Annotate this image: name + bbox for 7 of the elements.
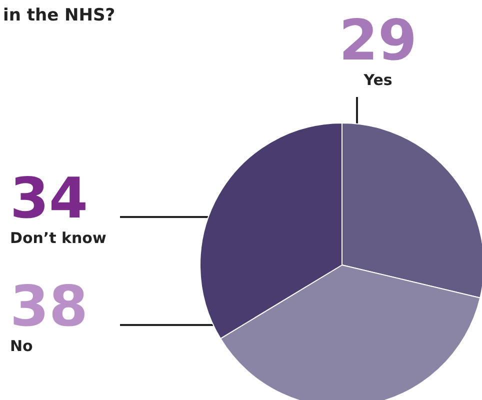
slice-label: Yes xyxy=(362,71,392,89)
data-label: 29 xyxy=(339,8,417,74)
slice-label: No xyxy=(10,337,33,355)
data-label: 38 xyxy=(10,274,88,340)
slice-label: Don’t know xyxy=(10,229,106,247)
data-label: 34 xyxy=(10,166,88,232)
chart-title: in the NHS? xyxy=(3,6,116,26)
